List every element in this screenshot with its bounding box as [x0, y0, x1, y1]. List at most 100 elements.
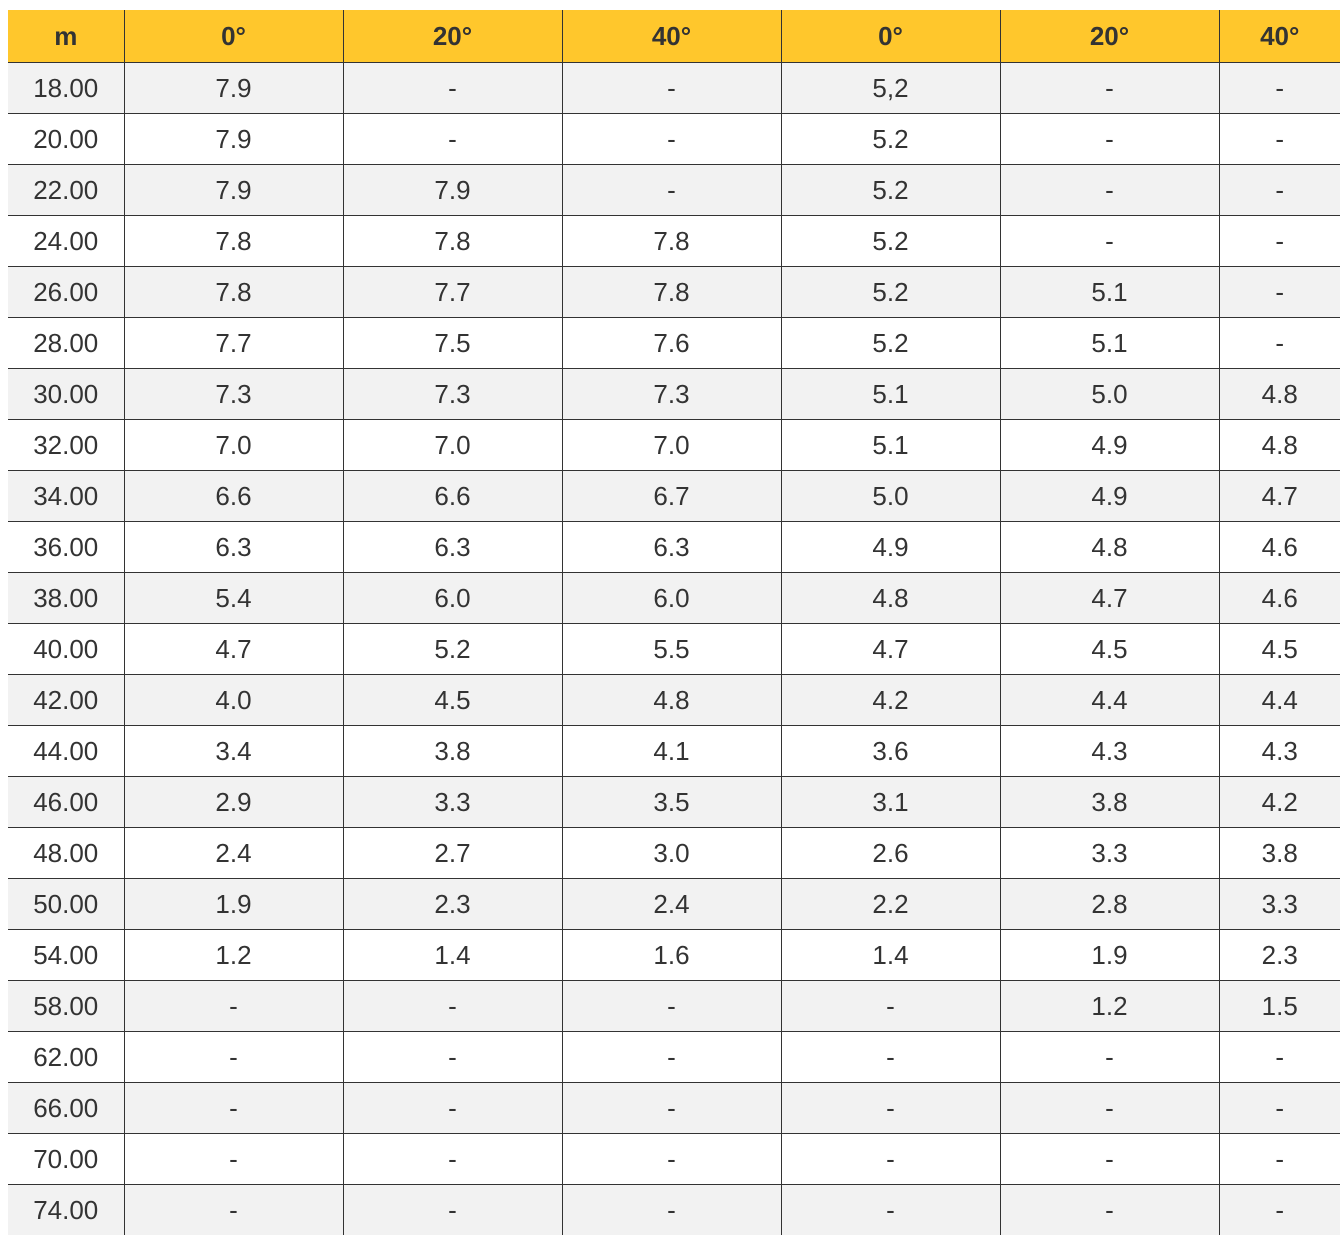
load-cell: 6.6	[123, 470, 343, 522]
load-cell: -	[1218, 317, 1340, 369]
radius-cell: 26.00	[8, 266, 124, 318]
load-cell: -	[342, 1133, 562, 1185]
load-cell: -	[999, 1184, 1219, 1235]
load-table: m 0° 20° 40° 0° 20° 40° 18.00 7.9- -5,2- -20.00 7.…	[8, 10, 1340, 1235]
radius-cell: 40.00	[8, 623, 124, 675]
table-row: 18.00 7.9- -5,2- -	[8, 62, 1340, 114]
load-cell: 4.4	[1218, 674, 1340, 726]
load-cell: 5.0	[999, 368, 1219, 420]
load-cell: 1.9	[123, 878, 343, 930]
load-cell: 2.6	[780, 827, 1000, 879]
load-cell: -	[999, 164, 1219, 216]
load-cell: 4.8	[561, 674, 781, 726]
load-cell: 7.0	[561, 419, 781, 471]
load-cell: -	[780, 1133, 1000, 1185]
radius-cell: 36.00	[8, 521, 124, 573]
load-cell: 1.4	[780, 929, 1000, 981]
table-row: 20.00 7.9- -5.2- -	[8, 113, 1340, 165]
load-cell: 7.3	[561, 368, 781, 420]
load-cell: -	[1218, 1184, 1340, 1235]
load-cell: 1.9	[999, 929, 1219, 981]
load-cell: -	[999, 113, 1219, 165]
load-cell: 7.8	[561, 266, 781, 318]
table-row: 66.00- - - - - -	[8, 1082, 1340, 1134]
load-cell: 4.7	[123, 623, 343, 675]
load-cell: 1.4	[342, 929, 562, 981]
load-cell: 7.0	[342, 419, 562, 471]
table-row: 26.00 7.8 7.7 7.8 5.2 5.1-	[8, 266, 1340, 318]
radius-cell: 18.00	[8, 62, 124, 114]
table-row: 24.00 7.8 7.8 7.8 5.2- -	[8, 215, 1340, 267]
load-cell: -	[342, 980, 562, 1032]
load-cell: -	[1218, 1031, 1340, 1083]
load-cell: 1.6	[561, 929, 781, 981]
load-cell: 4.2	[780, 674, 1000, 726]
radius-cell: 24.00	[8, 215, 124, 267]
load-cell: 7.9	[123, 62, 343, 114]
table-row: 32.00 7.0 7.0 7.0 5.1 4.9 4.8	[8, 419, 1340, 471]
load-cell: 5.5	[561, 623, 781, 675]
table-header: m 0° 20° 40° 0° 20° 40°	[8, 10, 1340, 63]
load-cell: 7.5	[342, 317, 562, 369]
load-cell: -	[342, 1082, 562, 1134]
load-cell: -	[123, 980, 343, 1032]
load-cell: 4.2	[1218, 776, 1340, 828]
header-cell: 20°	[999, 10, 1219, 63]
load-cell: -	[1218, 113, 1340, 165]
load-cell: 2.9	[123, 776, 343, 828]
load-cell: 5.4	[123, 572, 343, 624]
load-cell: 1.2	[123, 929, 343, 981]
radius-cell: 44.00	[8, 725, 124, 777]
radius-cell: 34.00	[8, 470, 124, 522]
load-cell: 4.5	[999, 623, 1219, 675]
load-cell: 4.8	[780, 572, 1000, 624]
table-row: 44.00 3.4 3.8 4.1 3.6 4.3 4.3	[8, 725, 1340, 777]
load-cell: 7.0	[123, 419, 343, 471]
load-cell: -	[123, 1082, 343, 1134]
load-cell: -	[999, 1082, 1219, 1134]
radius-cell: 58.00	[8, 980, 124, 1032]
load-cell: 2.3	[1218, 929, 1340, 981]
load-cell: -	[1218, 1133, 1340, 1185]
load-cell: 7.7	[342, 266, 562, 318]
load-cell: 2.4	[561, 878, 781, 930]
load-cell: 2.3	[342, 878, 562, 930]
header-cell: 20°	[342, 10, 562, 63]
load-cell: 6.3	[123, 521, 343, 573]
load-cell: 6.3	[561, 521, 781, 573]
radius-cell: 30.00	[8, 368, 124, 420]
radius-cell: 28.00	[8, 317, 124, 369]
load-cell: -	[342, 1031, 562, 1083]
load-cell: -	[123, 1031, 343, 1083]
load-cell: 3.8	[1218, 827, 1340, 879]
load-cell: 2.7	[342, 827, 562, 879]
radius-cell: 46.00	[8, 776, 124, 828]
load-cell: -	[561, 113, 781, 165]
radius-cell: 74.00	[8, 1184, 124, 1235]
load-cell: 6.6	[342, 470, 562, 522]
table-row: 42.00 4.0 4.5 4.8 4.2 4.4 4.4	[8, 674, 1340, 726]
load-cell: 3.5	[561, 776, 781, 828]
load-cell: 7.3	[342, 368, 562, 420]
table-row: 46.00 2.9 3.3 3.5 3.1 3.8 4.2	[8, 776, 1340, 828]
load-cell: 3.3	[999, 827, 1219, 879]
load-cell: 4.7	[780, 623, 1000, 675]
radius-cell: 50.00	[8, 878, 124, 930]
load-cell: 6.7	[561, 470, 781, 522]
load-cell: 4.6	[1218, 521, 1340, 573]
load-cell: 7.8	[123, 215, 343, 267]
load-cell: 7.8	[123, 266, 343, 318]
header-cell: 0°	[123, 10, 343, 63]
load-cell: 5.1	[780, 419, 1000, 471]
load-cell: -	[342, 1184, 562, 1235]
load-cell: 3.0	[561, 827, 781, 879]
load-cell: 4.7	[999, 572, 1219, 624]
load-cell: 7.9	[123, 164, 343, 216]
load-cell: -	[561, 62, 781, 114]
table-row: 50.00 1.9 2.3 2.4 2.2 2.8 3.3	[8, 878, 1340, 930]
load-cell: -	[342, 62, 562, 114]
radius-cell: 32.00	[8, 419, 124, 471]
load-cell: 4.4	[999, 674, 1219, 726]
load-cell: -	[561, 980, 781, 1032]
load-cell: 7.6	[561, 317, 781, 369]
